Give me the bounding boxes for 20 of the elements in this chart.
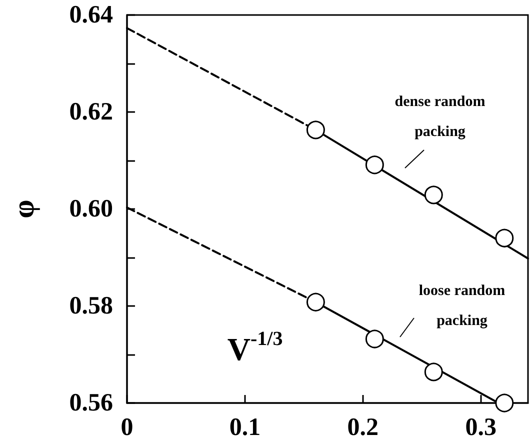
point	[306, 120, 325, 140]
x-tick-label: 0.3	[465, 414, 496, 441]
y-tick-label: 0.64	[69, 2, 114, 28]
annotation: dense random packing	[394, 94, 486, 140]
point	[424, 362, 443, 382]
y-tick-label: 0.60	[69, 196, 113, 222]
point	[365, 156, 384, 174]
x-tick-label: 0	[120, 414, 134, 441]
point	[424, 186, 443, 204]
y-tick-label: 0.58	[69, 292, 113, 320]
point	[306, 292, 325, 312]
point	[365, 330, 384, 348]
annotation: loose random packing	[418, 283, 506, 329]
point	[495, 394, 514, 412]
point	[495, 228, 514, 248]
x-tick-label: 0.2	[347, 414, 379, 441]
y-tick-label: 0.56	[69, 390, 113, 416]
y-tick-label: 0.62	[69, 98, 113, 126]
y-axis-title: φ	[8, 200, 40, 218]
x-tick-label: 0.1	[229, 414, 261, 441]
